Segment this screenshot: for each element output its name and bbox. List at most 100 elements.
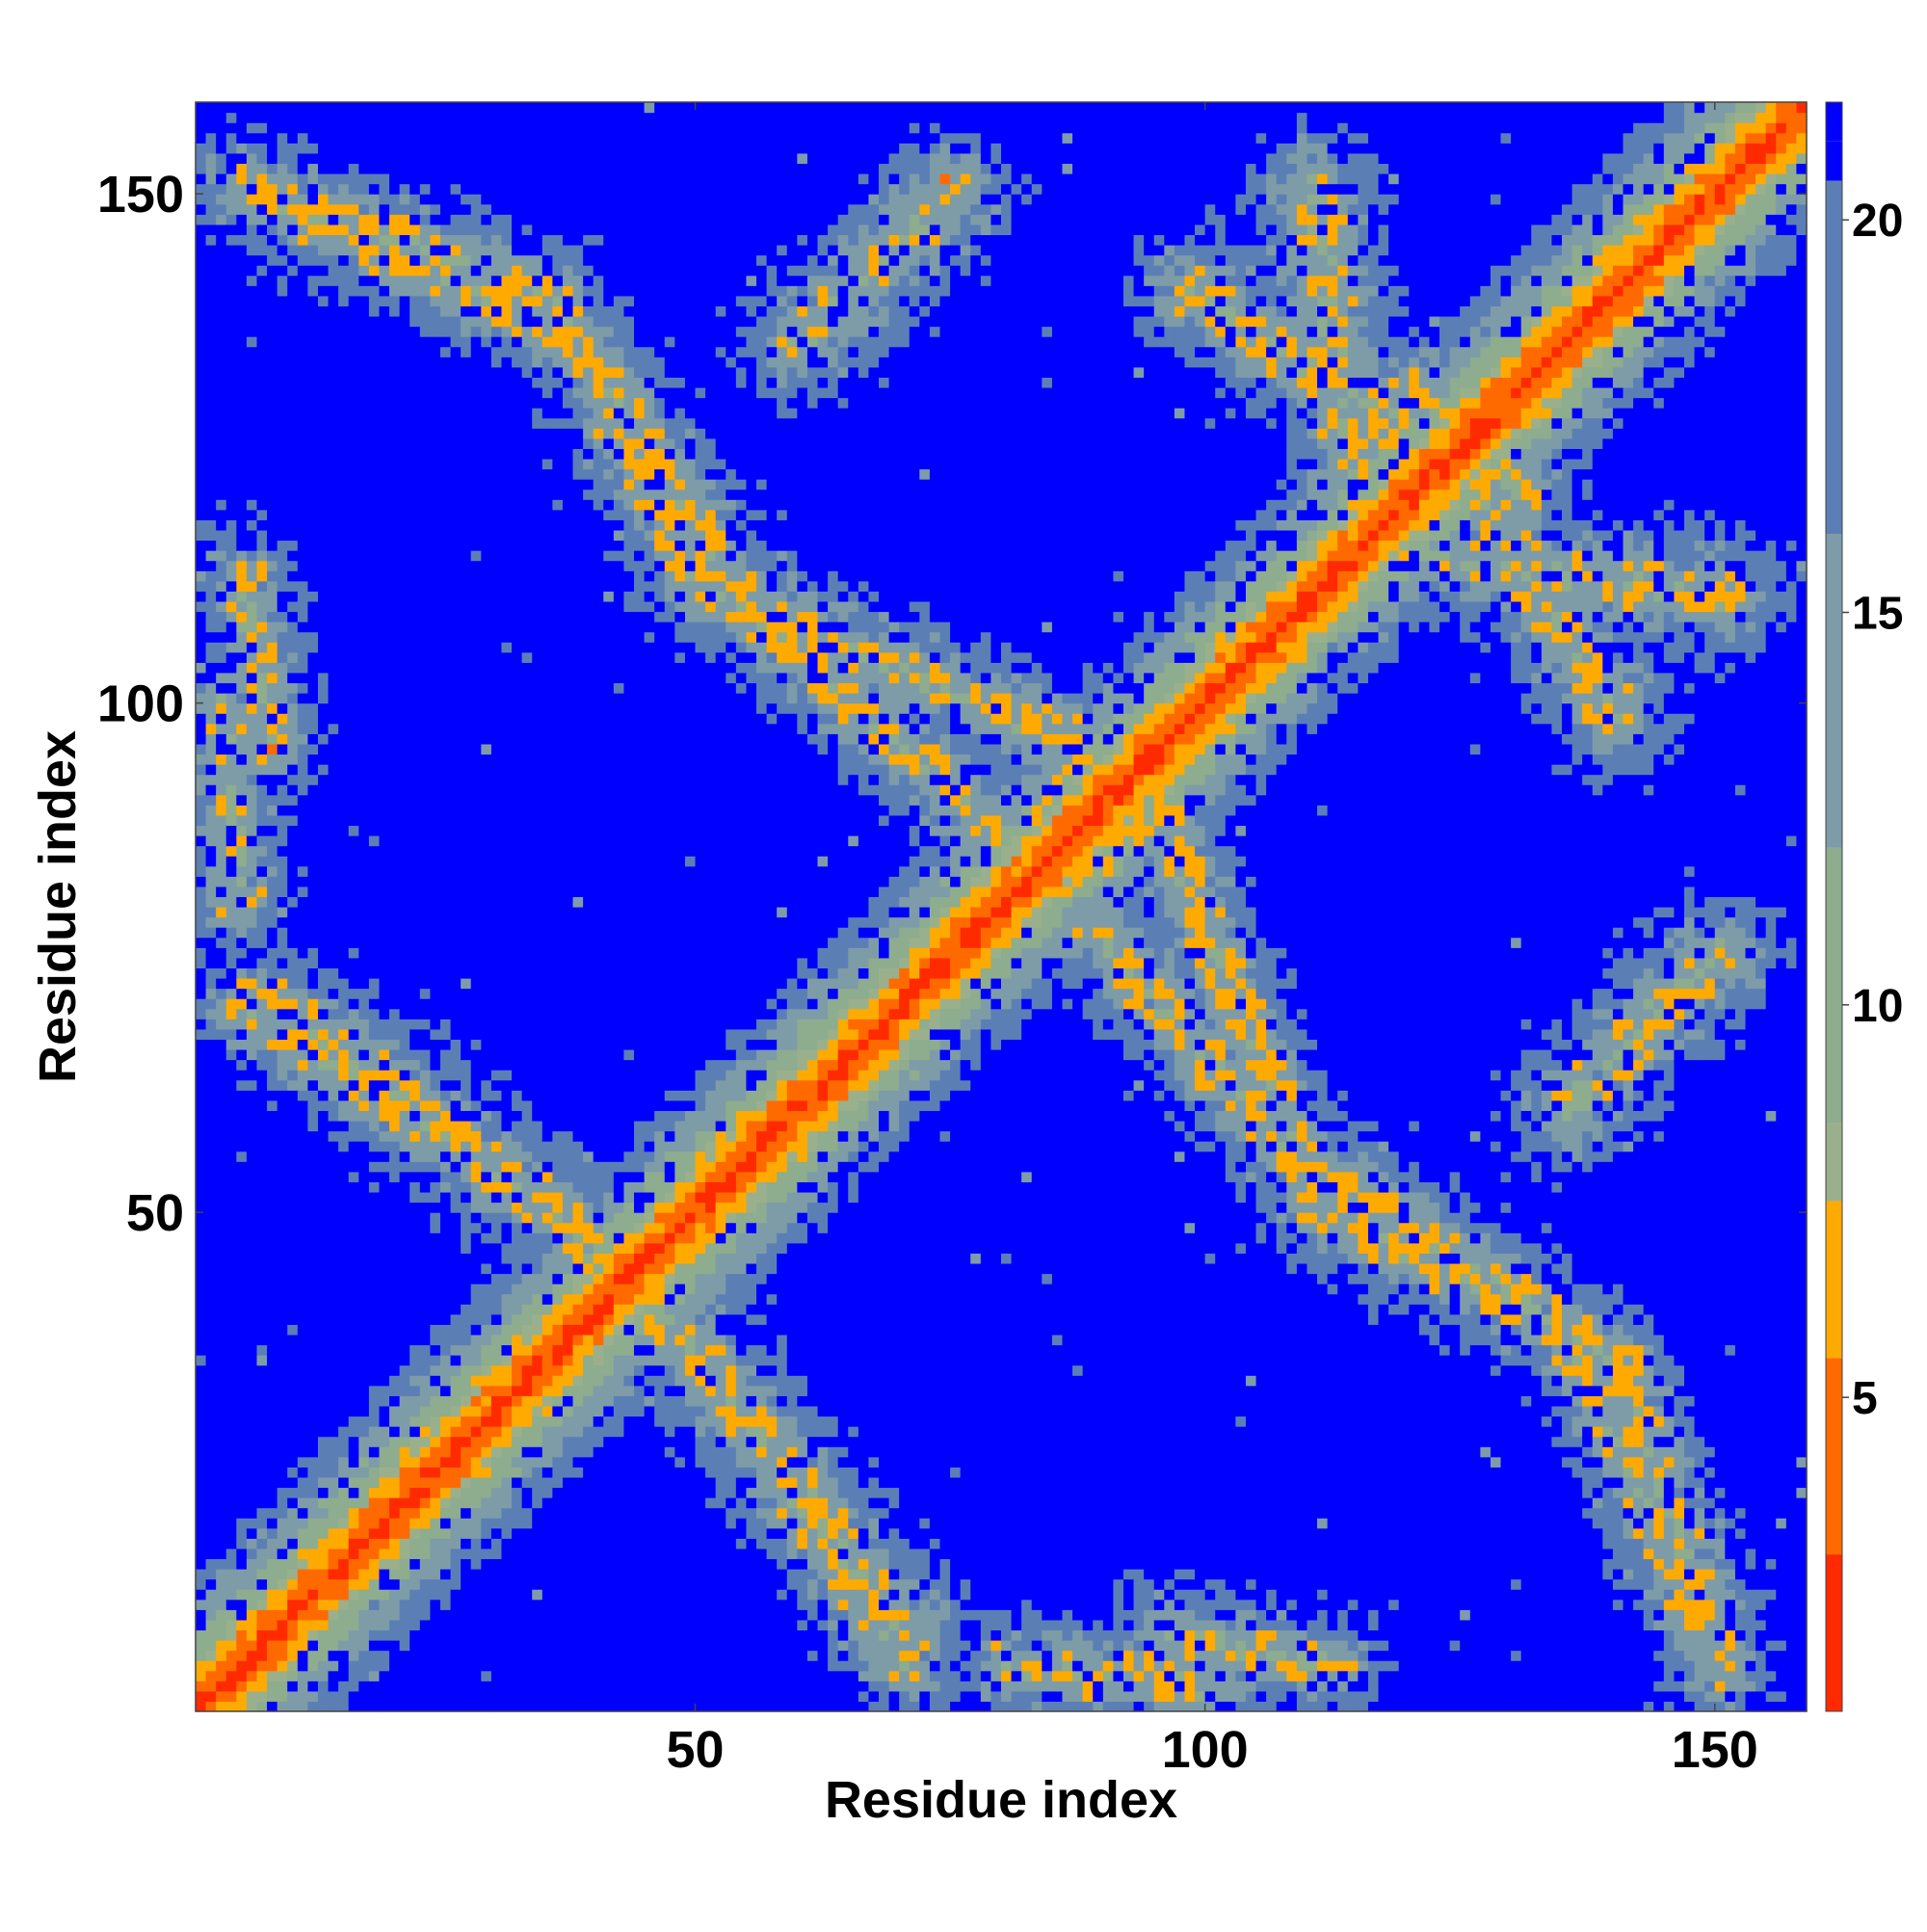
heatmap-cell [216, 591, 227, 602]
heatmap-cell [389, 1660, 401, 1672]
heatmap-cell [196, 203, 207, 215]
heatmap-cell [277, 1518, 288, 1529]
heatmap-cell [328, 835, 339, 847]
heatmap-cell [430, 224, 441, 236]
heatmap-cell [419, 1569, 431, 1580]
heatmap-cell [358, 234, 370, 246]
heatmap-cell [287, 662, 299, 674]
heatmap-cell [256, 315, 268, 328]
heatmap-cell [490, 285, 503, 297]
heatmap-cell [236, 1487, 248, 1498]
heatmap-cell [307, 1253, 319, 1264]
heatmap-cell [205, 1028, 217, 1041]
heatmap-cell [419, 234, 431, 246]
heatmap-cell [450, 1039, 462, 1050]
heatmap-cell [439, 1375, 452, 1387]
heatmap-cell [470, 560, 482, 571]
heatmap-cell [490, 509, 503, 520]
heatmap-cell [461, 305, 472, 317]
heatmap-cell [216, 214, 227, 225]
heatmap-cell [348, 1364, 359, 1376]
heatmap-cell [409, 1039, 421, 1050]
heatmap-cell [328, 1313, 339, 1325]
heatmap-cell [328, 1538, 339, 1549]
heatmap-cell [368, 295, 381, 306]
heatmap-cell [216, 1589, 227, 1601]
heatmap-cell [267, 907, 278, 918]
heatmap-cell [481, 143, 492, 154]
heatmap-cell [267, 1527, 278, 1539]
heatmap-cell [256, 1436, 268, 1447]
heatmap-cell [328, 1151, 339, 1162]
heatmap-cell [430, 631, 441, 643]
heatmap-cell [277, 357, 288, 368]
heatmap-cell [246, 723, 258, 734]
heatmap-cell [389, 733, 401, 745]
heatmap-cell [328, 1640, 339, 1652]
heatmap-cell [338, 1161, 350, 1173]
heatmap-cell [368, 1487, 381, 1498]
heatmap-cell [236, 1395, 248, 1407]
heatmap-cell [338, 805, 350, 816]
heatmap-cell [328, 529, 339, 542]
heatmap-cell [277, 1426, 288, 1438]
heatmap-cell [246, 1191, 258, 1204]
heatmap-cell [450, 1538, 462, 1549]
heatmap-cell [328, 1395, 339, 1407]
heatmap-cell [317, 845, 330, 857]
heatmap-cell [317, 856, 330, 867]
heatmap-cell [338, 886, 350, 898]
heatmap-cell [287, 1355, 299, 1366]
heatmap-cell [267, 1019, 278, 1030]
heatmap-cell [348, 1293, 359, 1305]
heatmap-cell [287, 377, 299, 388]
heatmap-cell [205, 865, 217, 877]
heatmap-cell [267, 814, 278, 827]
heatmap-cell [277, 1090, 288, 1101]
heatmap-cell [246, 1120, 258, 1132]
heatmap-cell [236, 315, 248, 328]
heatmap-cell [379, 214, 390, 225]
heatmap-cell [379, 1599, 390, 1610]
heatmap-cell [481, 1538, 492, 1549]
heatmap-cell [501, 1181, 513, 1193]
heatmap-cell [287, 326, 299, 337]
heatmap-cell [358, 662, 370, 674]
heatmap-cell [490, 326, 503, 337]
heatmap-cell [277, 1293, 288, 1305]
heatmap-cell [419, 132, 431, 144]
heatmap-cell [389, 377, 401, 388]
heatmap-cell [409, 805, 421, 816]
heatmap-cell [196, 112, 207, 123]
heatmap-cell [246, 1355, 258, 1366]
heatmap-cell [439, 1578, 452, 1590]
heatmap-cell [297, 1048, 308, 1061]
heatmap-cell [368, 1212, 381, 1224]
heatmap-cell [399, 1619, 410, 1631]
heatmap-cell [216, 764, 227, 776]
heatmap-cell [216, 825, 227, 836]
heatmap-cell [328, 285, 339, 297]
heatmap-cell [246, 580, 258, 592]
heatmap-cell [490, 957, 503, 969]
heatmap-cell [358, 1467, 370, 1478]
heatmap-cell [225, 794, 237, 806]
heatmap-cell [225, 865, 237, 877]
heatmap-cell [277, 835, 288, 847]
heatmap-cell [419, 631, 431, 643]
heatmap-cell [461, 1079, 472, 1091]
heatmap-cell [205, 1242, 217, 1254]
heatmap-cell [246, 876, 258, 887]
heatmap-cell [236, 856, 248, 867]
heatmap-cell [328, 1110, 339, 1122]
heatmap-cell [246, 1416, 258, 1427]
heatmap-cell [216, 651, 227, 663]
heatmap-cell [256, 560, 268, 571]
heatmap-cell [317, 1313, 330, 1325]
heatmap-cell [328, 651, 339, 663]
heatmap-cell [287, 947, 299, 959]
heatmap-cell [267, 417, 278, 429]
heatmap-cell [267, 315, 278, 328]
heatmap-cell [379, 244, 390, 256]
heatmap-cell [399, 529, 410, 542]
